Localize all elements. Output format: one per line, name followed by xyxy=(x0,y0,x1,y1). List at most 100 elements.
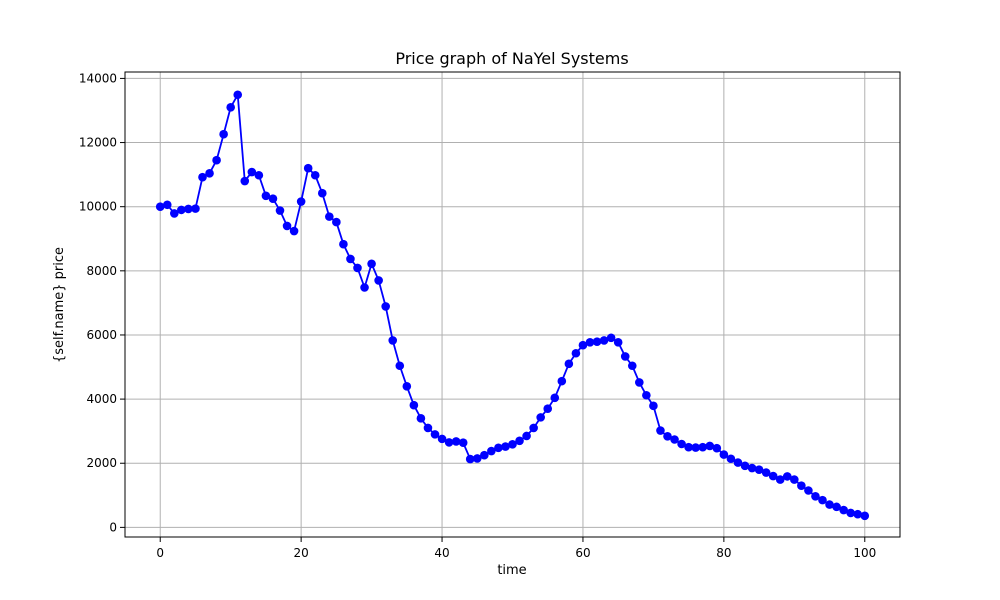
data-point xyxy=(733,458,743,467)
data-point xyxy=(642,390,651,400)
data-point xyxy=(430,430,440,439)
data-point xyxy=(233,90,243,100)
data-point xyxy=(811,491,820,501)
x-tick-label: 100 xyxy=(853,546,876,560)
data-point xyxy=(275,206,285,215)
data-point xyxy=(606,333,616,343)
data-point xyxy=(684,442,693,452)
data-point xyxy=(860,511,870,521)
data-point xyxy=(226,102,235,112)
data-point xyxy=(184,204,193,214)
data-point xyxy=(853,509,863,519)
data-point xyxy=(317,188,327,198)
y-axis: 0 2000 4000 6000 8000 10000 12000 14000 xyxy=(79,71,125,534)
data-point xyxy=(212,155,221,165)
data-point xyxy=(402,381,412,391)
data-point xyxy=(247,167,257,177)
data-point xyxy=(339,239,348,249)
y-tick-label: 2000 xyxy=(86,456,117,470)
data-point xyxy=(536,413,545,422)
data-point xyxy=(705,441,715,451)
data-point xyxy=(768,471,778,481)
data-point xyxy=(797,481,806,490)
data-point xyxy=(409,400,419,410)
data-point xyxy=(839,505,848,515)
data-point xyxy=(635,378,644,387)
x-axis-label: time xyxy=(497,563,526,578)
chart-title: Price graph of NaYel Systems xyxy=(395,49,628,68)
x-tick-label: 20 xyxy=(293,546,308,560)
data-point xyxy=(261,191,271,201)
data-point xyxy=(191,204,200,213)
data-point xyxy=(205,169,214,178)
grid xyxy=(125,72,900,537)
x-tick-label: 60 xyxy=(575,546,590,560)
data-point xyxy=(663,432,672,441)
data-point xyxy=(649,401,658,411)
data-point xyxy=(367,259,376,269)
data-point xyxy=(712,443,722,453)
data-point xyxy=(754,465,764,474)
data-point xyxy=(374,276,383,285)
data-point xyxy=(522,431,531,441)
data-point xyxy=(719,450,729,459)
y-axis-label: {self.name} price xyxy=(52,247,67,363)
data-point xyxy=(790,475,799,484)
data-point xyxy=(458,438,468,448)
data-point xyxy=(240,176,250,186)
data-point xyxy=(804,486,813,495)
x-axis: 0 20 40 60 80 100 xyxy=(156,537,876,560)
data-point xyxy=(268,194,278,203)
data-point xyxy=(332,217,341,227)
data-point xyxy=(451,437,461,446)
x-tick-label: 40 xyxy=(434,546,449,560)
data-point xyxy=(416,414,426,423)
data-point xyxy=(818,495,827,505)
y-tick-label: 4000 xyxy=(86,392,117,406)
data-point xyxy=(423,423,433,433)
data-point xyxy=(677,439,686,449)
data-point xyxy=(846,508,855,518)
data-point xyxy=(303,163,313,173)
data-point xyxy=(782,472,792,481)
data-point xyxy=(501,442,510,451)
y-tick-label: 12000 xyxy=(79,136,117,150)
data-point xyxy=(613,338,623,347)
data-point xyxy=(437,434,447,444)
data-point xyxy=(487,446,496,456)
data-point xyxy=(515,436,524,446)
y-tick-label: 0 xyxy=(109,520,117,534)
y-tick-label: 10000 xyxy=(79,200,117,214)
data-point xyxy=(825,500,834,509)
data-point xyxy=(620,352,630,361)
data-point xyxy=(571,348,581,358)
x-tick-label: 80 xyxy=(716,546,731,560)
plot-area-frame xyxy=(124,71,901,538)
data-point xyxy=(480,450,489,460)
data-point xyxy=(832,502,841,512)
data-point xyxy=(775,475,785,484)
data-point xyxy=(289,226,299,236)
data-point xyxy=(494,443,503,453)
data-point xyxy=(592,337,602,347)
data-point xyxy=(219,129,228,139)
data-point xyxy=(388,336,398,345)
data-point xyxy=(564,359,574,369)
data-point xyxy=(353,263,362,273)
data-point xyxy=(543,404,553,414)
data-point xyxy=(691,443,700,452)
y-tick-label: 8000 xyxy=(86,264,117,278)
data-point xyxy=(310,170,320,180)
data-point xyxy=(557,376,567,386)
data-point xyxy=(726,454,736,464)
data-point xyxy=(578,340,588,350)
data-point xyxy=(508,440,517,449)
data-point xyxy=(599,336,609,345)
data-point xyxy=(381,302,390,311)
x-tick-label: 0 xyxy=(156,546,164,560)
data-point xyxy=(670,435,679,444)
y-tick-label: 6000 xyxy=(86,328,117,342)
data-point xyxy=(254,170,264,180)
data-point xyxy=(550,393,560,403)
data-point xyxy=(585,338,595,347)
